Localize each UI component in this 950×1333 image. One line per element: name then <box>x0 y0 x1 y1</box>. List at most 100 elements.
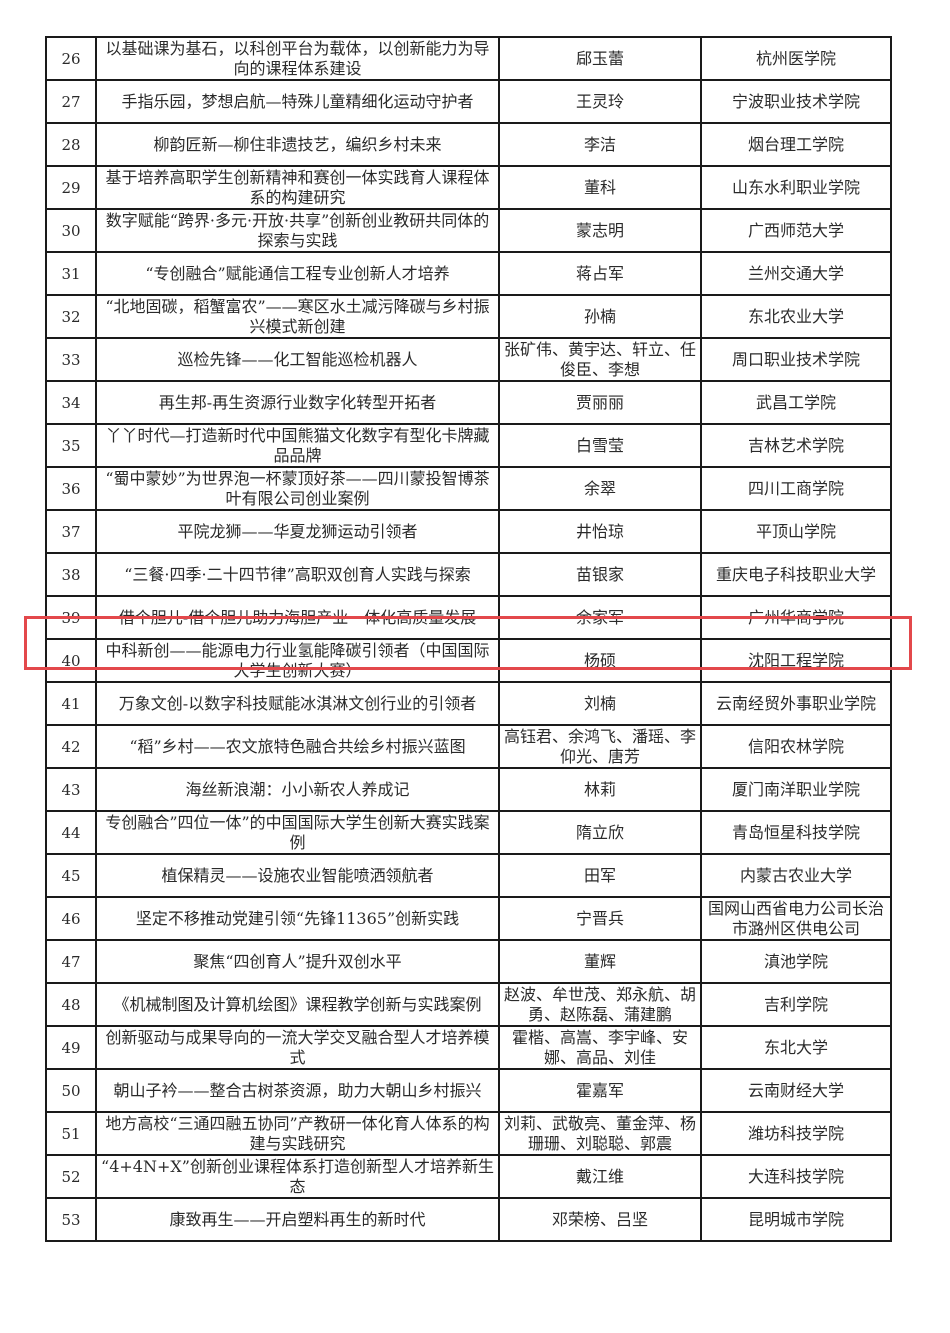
institution: 青岛恒星科技学院 <box>700 810 892 855</box>
team-members: 霍楷、高嵩、李宇峰、安娜、高品、刘佳 <box>498 1025 702 1070</box>
institution: 平顶山学院 <box>700 509 892 554</box>
table-row: 53 康致再生——开启塑料再生的新时代 邓荣榜、吕坚 昆明城市学院 <box>45 1197 892 1242</box>
institution: 重庆电子科技职业大学 <box>700 552 892 597</box>
row-number: 31 <box>45 251 97 296</box>
project-title: 巡检先锋——化工智能巡检机器人 <box>95 337 500 382</box>
project-title: 中科新创——能源电力行业氢能降碳引领者（中国国际大学生创新大赛） <box>95 638 500 683</box>
project-title: 海丝新浪潮：小小新农人养成记 <box>95 767 500 812</box>
institution: 山东水利职业学院 <box>700 165 892 210</box>
team-members: 孙楠 <box>498 294 702 339</box>
institution: 云南经贸外事职业学院 <box>700 681 892 726</box>
table-row: 49 创新驱动与成果导向的一流大学交叉融合型人才培养模式 霍楷、高嵩、李宇峰、安娜、… <box>45 1025 892 1070</box>
team-members: 杨硕 <box>498 638 702 683</box>
institution: 广西师范大学 <box>700 208 892 253</box>
institution: 武昌工学院 <box>700 380 892 425</box>
project-title: 朝山子衿——整合古树茶资源，助力大朝山乡村振兴 <box>95 1068 500 1113</box>
table-row-highlighted: 39 借个胆儿-借个胆儿助力海胆产业一体化高质量发展 余家军 广州华商学院 <box>45 595 892 640</box>
table-row: 47 聚焦“四创育人”提升双创水平 董辉 滇池学院 <box>45 939 892 984</box>
row-number: 30 <box>45 208 97 253</box>
project-title: 基于培养高职学生创新精神和赛创一体实践育人课程体系的构建研究 <box>95 165 500 210</box>
team-members: 高钰君、余鸿飞、潘瑶、李仰光、唐芳 <box>498 724 702 769</box>
team-members: 白雪莹 <box>498 423 702 468</box>
institution: 宁波职业技术学院 <box>700 79 892 124</box>
project-title: 创新驱动与成果导向的一流大学交叉融合型人才培养模式 <box>95 1025 500 1070</box>
team-members: 井怡琼 <box>498 509 702 554</box>
team-members: 李洁 <box>498 122 702 167</box>
team-members: 苗银家 <box>498 552 702 597</box>
row-number: 41 <box>45 681 97 726</box>
table-row: 26 以基础课为基石，以科创平台为载体，以创新能力为导向的课程体系建设 郈玉蕾 杭州医… <box>45 36 892 81</box>
table-body: 26 以基础课为基石，以科创平台为载体，以创新能力为导向的课程体系建设 郈玉蕾 杭州医… <box>45 36 892 1242</box>
table-row: 51 地方高校“三通四融五协同”产教研一体化育人体系的构建与实践研究 刘莉、武敬亮、… <box>45 1111 892 1156</box>
award-list-table: 26 以基础课为基石，以科创平台为载体，以创新能力为导向的课程体系建设 郈玉蕾 杭州医… <box>45 36 892 1242</box>
row-number: 26 <box>45 36 97 81</box>
team-members: 董科 <box>498 165 702 210</box>
table-row: 36 “蜀中蒙妙”为世界泡一杯蒙顶好茶——四川蒙投智博茶叶有限公司创业案例 余翠 四川… <box>45 466 892 511</box>
team-members: 邓荣榜、吕坚 <box>498 1197 702 1242</box>
institution: 烟台理工学院 <box>700 122 892 167</box>
institution: 厦门南洋职业学院 <box>700 767 892 812</box>
team-members: 张矿伟、黄宇达、轩立、任俊臣、李想 <box>498 337 702 382</box>
table-row: 42 “稻”乡村——农文旅特色融合共绘乡村振兴蓝图 高钰君、余鸿飞、潘瑶、李仰光、唐… <box>45 724 892 769</box>
project-title: “稻”乡村——农文旅特色融合共绘乡村振兴蓝图 <box>95 724 500 769</box>
table-row: 44 专创融合”四位一体”的中国国际大学生创新大赛实践案例 隋立欣 青岛恒星科技学院 <box>45 810 892 855</box>
project-title: 坚定不移推动党建引领“先锋11365”创新实践 <box>95 896 500 941</box>
row-number: 38 <box>45 552 97 597</box>
table-row: 40 中科新创——能源电力行业氢能降碳引领者（中国国际大学生创新大赛） 杨硕 沈阳工程… <box>45 638 892 683</box>
project-title: 数字赋能“跨界·多元·开放·共享”创新创业教研共同体的探索与实践 <box>95 208 500 253</box>
table-row: 52 “4+4N+X”创新创业课程体系打造创新型人才培养新生态 戴江维 大连科技学院 <box>45 1154 892 1199</box>
institution: 广州华商学院 <box>700 595 892 640</box>
row-number: 47 <box>45 939 97 984</box>
team-members: 戴江维 <box>498 1154 702 1199</box>
institution: 东北农业大学 <box>700 294 892 339</box>
row-number: 34 <box>45 380 97 425</box>
row-number: 45 <box>45 853 97 898</box>
project-title: “4+4N+X”创新创业课程体系打造创新型人才培养新生态 <box>95 1154 500 1199</box>
row-number: 52 <box>45 1154 97 1199</box>
project-title: 万象文创-以数字科技赋能冰淇淋文创行业的引领者 <box>95 681 500 726</box>
institution: 潍坊科技学院 <box>700 1111 892 1156</box>
team-members: 蒙志明 <box>498 208 702 253</box>
row-number: 37 <box>45 509 97 554</box>
row-number: 33 <box>45 337 97 382</box>
institution: 吉利学院 <box>700 982 892 1027</box>
team-members: 郈玉蕾 <box>498 36 702 81</box>
row-number: 48 <box>45 982 97 1027</box>
row-number: 50 <box>45 1068 97 1113</box>
project-title: 专创融合”四位一体”的中国国际大学生创新大赛实践案例 <box>95 810 500 855</box>
row-number: 27 <box>45 79 97 124</box>
table-row: 30 数字赋能“跨界·多元·开放·共享”创新创业教研共同体的探索与实践 蒙志明 广西师… <box>45 208 892 253</box>
team-members: 蒋占军 <box>498 251 702 296</box>
project-title: 聚焦“四创育人”提升双创水平 <box>95 939 500 984</box>
team-members: 刘楠 <box>498 681 702 726</box>
project-title: 柳韵匠新—柳住非遗技艺，编织乡村未来 <box>95 122 500 167</box>
team-members: 田军 <box>498 853 702 898</box>
project-title: 平院龙狮——华夏龙狮运动引领者 <box>95 509 500 554</box>
table-row: 48 《机械制图及计算机绘图》课程教学创新与实践案例 赵波、牟世茂、郑永航、胡勇、赵… <box>45 982 892 1027</box>
team-members: 隋立欣 <box>498 810 702 855</box>
table-row: 35 丫丫时代—打造新时代中国熊猫文化数字有型化卡牌藏品品牌 白雪莹 吉林艺术学院 <box>45 423 892 468</box>
row-number: 36 <box>45 466 97 511</box>
table-row: 41 万象文创-以数字科技赋能冰淇淋文创行业的引领者 刘楠 云南经贸外事职业学院 <box>45 681 892 726</box>
team-members: 余翠 <box>498 466 702 511</box>
table-row: 50 朝山子衿——整合古树茶资源，助力大朝山乡村振兴 霍嘉军 云南财经大学 <box>45 1068 892 1113</box>
table-row: 34 再生邦-再生资源行业数字化转型开拓者 贾丽丽 武昌工学院 <box>45 380 892 425</box>
table-row: 29 基于培养高职学生创新精神和赛创一体实践育人课程体系的构建研究 董科 山东水利职业… <box>45 165 892 210</box>
project-title: 地方高校“三通四融五协同”产教研一体化育人体系的构建与实践研究 <box>95 1111 500 1156</box>
institution: 杭州医学院 <box>700 36 892 81</box>
table-row: 31 “专创融合”赋能通信工程专业创新人才培养 蒋占军 兰州交通大学 <box>45 251 892 296</box>
project-title: “蜀中蒙妙”为世界泡一杯蒙顶好茶——四川蒙投智博茶叶有限公司创业案例 <box>95 466 500 511</box>
table-row: 33 巡检先锋——化工智能巡检机器人 张矿伟、黄宇达、轩立、任俊臣、李想 周口职业技术… <box>45 337 892 382</box>
row-number: 35 <box>45 423 97 468</box>
row-number: 51 <box>45 1111 97 1156</box>
table-row: 28 柳韵匠新—柳住非遗技艺，编织乡村未来 李洁 烟台理工学院 <box>45 122 892 167</box>
institution: 沈阳工程学院 <box>700 638 892 683</box>
project-title: 再生邦-再生资源行业数字化转型开拓者 <box>95 380 500 425</box>
institution: 云南财经大学 <box>700 1068 892 1113</box>
table-row: 32 “北地固碳，稻蟹富农”——寒区水土减污降碳与乡村振兴模式新创建 孙楠 东北农业大… <box>45 294 892 339</box>
table-row: 43 海丝新浪潮：小小新农人养成记 林莉 厦门南洋职业学院 <box>45 767 892 812</box>
table-row: 37 平院龙狮——华夏龙狮运动引领者 井怡琼 平顶山学院 <box>45 509 892 554</box>
row-number: 53 <box>45 1197 97 1242</box>
institution: 吉林艺术学院 <box>700 423 892 468</box>
team-members: 贾丽丽 <box>498 380 702 425</box>
